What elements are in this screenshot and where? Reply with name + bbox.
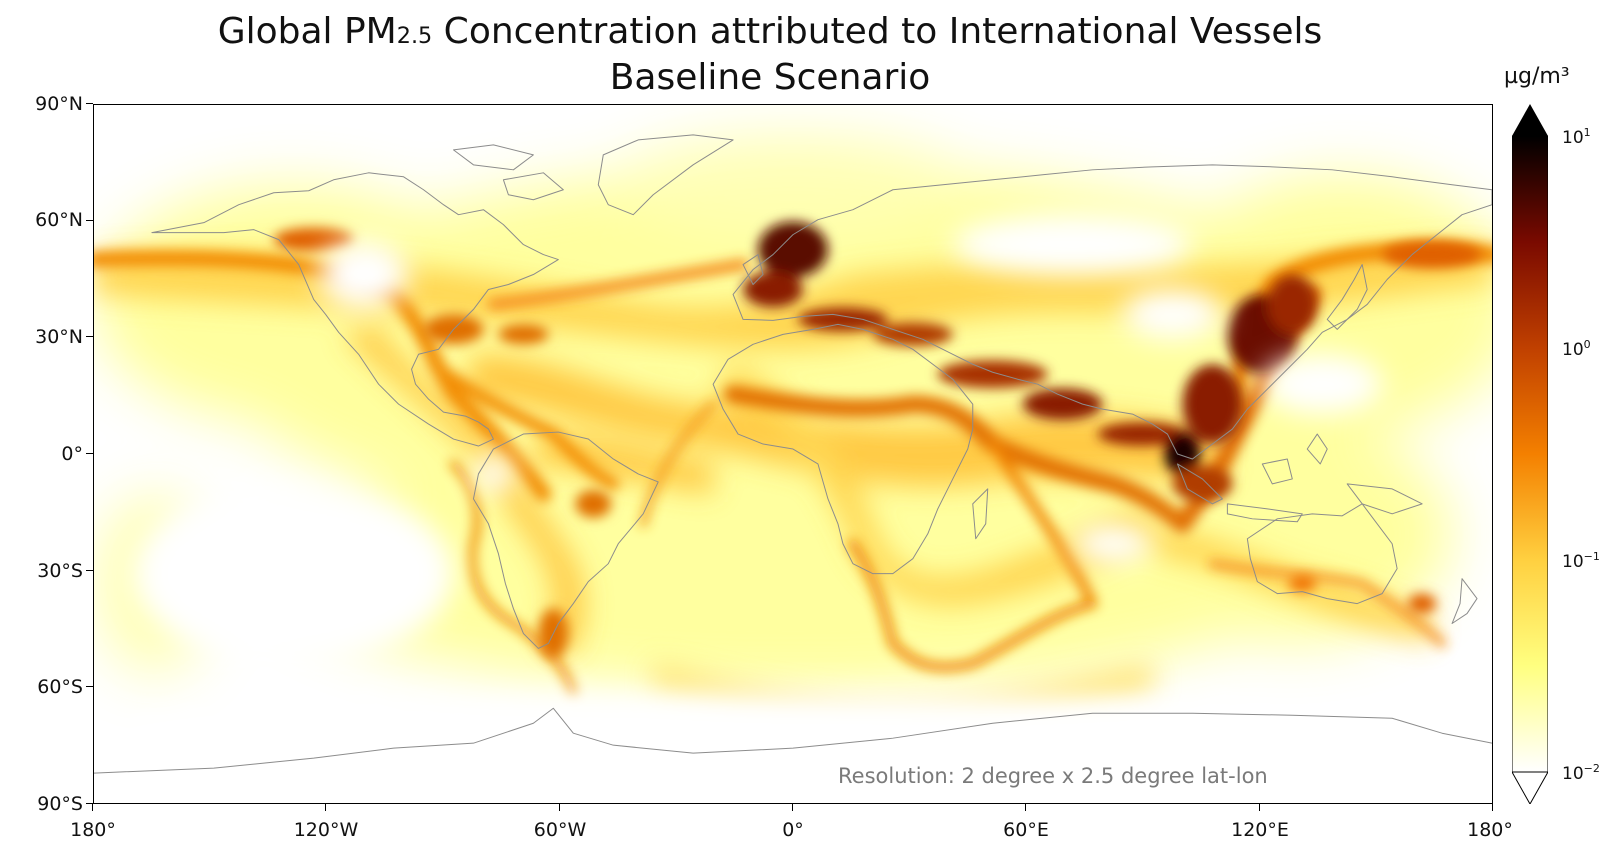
colorbar-unit-label: µg/m³: [1504, 64, 1570, 89]
pm25-heatmap: [94, 134, 1492, 794]
lon-tick-mark: [1259, 804, 1260, 811]
chart-subtitle: Baseline Scenario: [609, 57, 931, 98]
lat-tick-60s: 60°S: [37, 676, 83, 698]
lon-tick-180w: 180°: [70, 819, 116, 841]
lon-tick-mark: [92, 804, 93, 811]
lon-tick-mark: [792, 804, 793, 811]
colorbar-tick-0.1: 10−1: [1562, 550, 1600, 572]
lat-tick-mark: [86, 453, 93, 454]
colorbar-gradient: [1512, 135, 1548, 773]
lat-tick-90n: 90°N: [35, 93, 83, 115]
lon-tick-mark: [1492, 804, 1493, 811]
map-plot-area: [93, 104, 1493, 804]
colorbar-tick-1: 100: [1562, 338, 1591, 360]
lat-tick-mark: [86, 686, 93, 687]
colorbar: [1512, 104, 1548, 804]
lat-tick-mark: [86, 103, 93, 104]
lat-tick-90s: 90°S: [37, 793, 83, 815]
colorbar-extend-max: [1512, 104, 1548, 136]
lon-tick-60w: 60°W: [533, 819, 587, 841]
lon-tick-180e: 180°: [1467, 819, 1513, 841]
lat-tick-30n: 30°N: [35, 326, 83, 348]
colorbar-tick-0.01: 10−2: [1562, 762, 1600, 784]
lat-tick-mark: [86, 220, 93, 221]
lat-tick-60n: 60°N: [35, 209, 83, 231]
lon-tick-120w: 120°W: [293, 819, 359, 841]
lat-tick-30s: 30°S: [37, 560, 83, 582]
lon-tick-mark: [1025, 804, 1026, 811]
lon-tick-0: 0°: [782, 819, 804, 841]
resolution-note: Resolution: 2 degree x 2.5 degree lat-lo…: [838, 764, 1268, 788]
lat-tick-mark: [86, 570, 93, 571]
lon-tick-mark: [325, 804, 326, 811]
lon-tick-mark: [559, 804, 560, 811]
chart-title: Global PM2.5 Concentration attributed to…: [217, 11, 1323, 52]
lon-tick-120e: 120°E: [1231, 819, 1289, 841]
colorbar-tick-10: 101: [1562, 126, 1591, 148]
lat-tick-0: 0°: [61, 443, 83, 465]
lat-tick-mark: [86, 336, 93, 337]
lat-tick-mark: [86, 803, 93, 804]
colorbar-extend-min: [1512, 771, 1548, 804]
lon-tick-60e: 60°E: [1003, 819, 1049, 841]
